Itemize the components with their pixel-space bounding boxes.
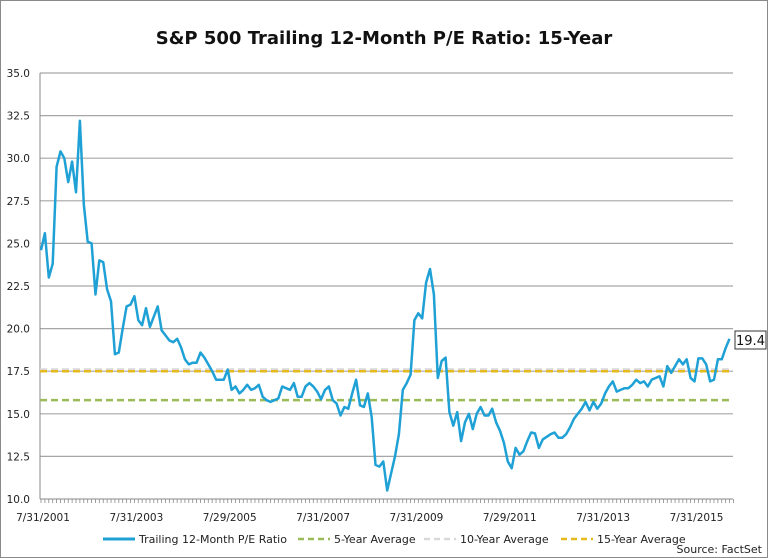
- legend-label-0: Trailing 12-Month P/E Ratio: [138, 533, 287, 546]
- x-tick-label: 7/31/2007: [296, 512, 350, 524]
- y-tick-label: 15.0: [7, 409, 30, 421]
- x-tick-label: 7/29/2005: [203, 512, 257, 524]
- x-tick-label: 7/31/2003: [109, 512, 163, 524]
- x-tick-label: 7/31/2013: [576, 512, 630, 524]
- y-tick-label: 10.0: [7, 494, 30, 506]
- y-tick-label: 20.0: [7, 324, 30, 336]
- source-note: Source: FactSet: [677, 543, 763, 556]
- y-tick-label: 22.5: [7, 281, 30, 293]
- x-tick-label: 7/29/2011: [483, 512, 537, 524]
- last-value-label-box: [734, 330, 767, 350]
- pe-ratio-line: [39, 119, 731, 492]
- x-tick-label: 7/31/2009: [390, 512, 444, 524]
- chart-title: S&P 500 Trailing 12-Month P/E Ratio: 15-…: [156, 28, 613, 49]
- legend-label-3: 15-Year Average: [597, 533, 686, 546]
- y-tick-label: 30.0: [7, 153, 30, 165]
- y-tick-label: 32.5: [7, 111, 30, 123]
- y-tick-label: 25.0: [7, 238, 30, 250]
- y-tick-label: 17.5: [7, 366, 30, 378]
- y-tick-label: 27.5: [7, 196, 30, 208]
- last-value-label: 19.4: [736, 334, 765, 349]
- x-tick-label: 7/31/2001: [16, 512, 70, 524]
- x-tick-label: 7/31/2015: [670, 512, 724, 524]
- legend-label-1: 5-Year Average: [334, 533, 416, 546]
- y-tick-label: 35.0: [7, 68, 30, 80]
- legend-label-2: 10-Year Average: [460, 533, 549, 546]
- y-tick-label: 12.5: [7, 451, 30, 463]
